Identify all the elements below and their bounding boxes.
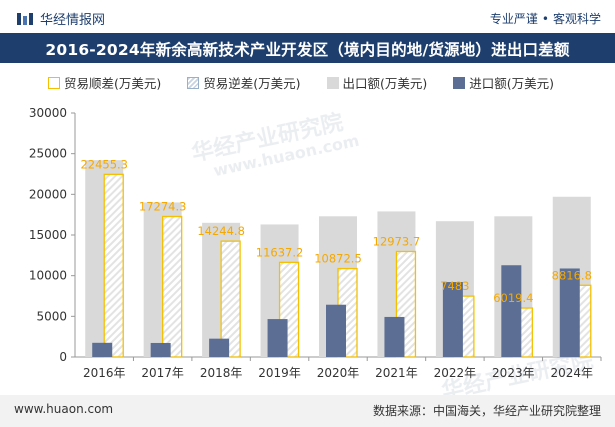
surplus-data-label: 6019.4: [493, 291, 533, 305]
legend-swatch-deficit: [187, 76, 200, 89]
tagline: 专业严谨 • 客观科学: [490, 10, 601, 27]
tagline-left: 专业严谨: [489, 12, 538, 26]
huajing-logo-icon: [17, 12, 33, 25]
import-bar: [326, 304, 346, 357]
surplus-bar: [395, 250, 417, 358]
legend-label-deficit: 贸易逆差(万美元): [203, 76, 301, 91]
y-tick-label: 10000: [29, 269, 67, 283]
legend-label-import: 进口额(万美元): [469, 76, 555, 91]
y-tick-label: 20000: [29, 187, 67, 201]
surplus-data-label: 7483: [440, 279, 469, 293]
chart-legend: 贸易顺差(万美元) 贸易逆差(万美元) 出口额(万美元) 进口额(万美元): [48, 73, 580, 92]
y-tick-label: 30000: [29, 106, 67, 120]
chart-title: 2016-2024年新余高新技术产业开发区（境内目的地/货源地）进出口差额: [45, 41, 570, 59]
import-bar: [442, 282, 463, 357]
surplus-data-label: 22455.3: [80, 157, 128, 171]
labels-layer: 22455.3 2016年 17274.3 2017年 14244.8 2018年 1163…: [80, 157, 593, 380]
x-tick-label: 2024年: [551, 366, 594, 380]
import-bar: [209, 338, 230, 357]
title-bar: 2016-2024年新余高新技术产业开发区（境内目的地/货源地）进出口差额: [0, 33, 615, 63]
x-tick-label: 2020年: [317, 366, 360, 380]
surplus-hatch: [221, 241, 241, 357]
x-tick-label: 2018年: [200, 366, 243, 380]
brand: 华经情报网: [16, 9, 105, 28]
footer-bar: www.huaon.com 数据来源：中国海关，华经产业研究院整理: [0, 395, 615, 427]
x-tick-label: 2016年: [83, 366, 126, 380]
y-tick-label: 5000: [36, 309, 67, 323]
legend-swatch-export: [326, 76, 339, 89]
legend-item-export: 出口额(万美元): [326, 73, 428, 92]
tagline-separator: •: [541, 12, 549, 26]
surplus-bar: [162, 215, 183, 358]
legend-label-surplus: 贸易顺差(万美元): [64, 76, 162, 91]
x-tick-label: 2017年: [141, 366, 184, 380]
surplus-bar: [220, 240, 241, 358]
surplus-bar: [278, 261, 300, 358]
surplus-bar: [103, 173, 124, 358]
axis-layer: 0 5000 10000 15000 20000 25000 30000: [29, 106, 602, 364]
brand-name: 华经情报网: [40, 13, 106, 28]
x-tick-label: 2019年: [258, 366, 301, 380]
surplus-data-label: 11637.2: [256, 245, 304, 259]
surplus-data-label: 12973.7: [373, 234, 421, 248]
y-tick-label: 15000: [29, 228, 67, 242]
tagline-right: 客观科学: [552, 12, 601, 26]
footer-source: 数据来源：中国海关，华经产业研究院整理: [372, 404, 601, 418]
footer-url: www.huaon.com: [14, 402, 114, 416]
x-tick-label: 2022年: [434, 366, 477, 380]
y-tick-label: 0: [59, 350, 67, 364]
import-bar: [92, 342, 113, 357]
legend-item-surplus: 贸易顺差(万美元): [48, 73, 161, 92]
import-bar: [501, 265, 522, 357]
legend-swatch-import: [453, 76, 466, 89]
import-bar: [267, 319, 288, 357]
surplus-data-label: 14244.8: [197, 224, 245, 238]
x-tick-label: 2021年: [375, 366, 418, 380]
chart-plot: 0 5000 10000 15000 20000 25000 30000 22455.3 20…: [29, 106, 602, 380]
legend-label-export: 出口额(万美元): [342, 76, 428, 91]
import-bar: [384, 316, 405, 357]
surplus-data-label: 8816.8: [552, 268, 592, 282]
legend-item-deficit: 贸易逆差(万美元): [187, 73, 301, 92]
top-bar: 华经情报网 专业严谨 • 客观科学: [0, 0, 615, 33]
import-bar: [150, 342, 171, 357]
bars-layer: [85, 160, 592, 358]
legend-swatch-surplus: [48, 76, 60, 89]
surplus-hatch: [104, 174, 124, 357]
surplus-data-label: 10872.5: [314, 252, 362, 266]
surplus-data-label: 17274.3: [139, 200, 187, 214]
x-tick-label: 2023年: [492, 366, 535, 380]
y-tick-label: 25000: [29, 147, 67, 161]
import-bar: [559, 268, 580, 357]
surplus-hatch: [162, 216, 182, 357]
legend-item-import: 进口额(万美元): [453, 73, 554, 92]
